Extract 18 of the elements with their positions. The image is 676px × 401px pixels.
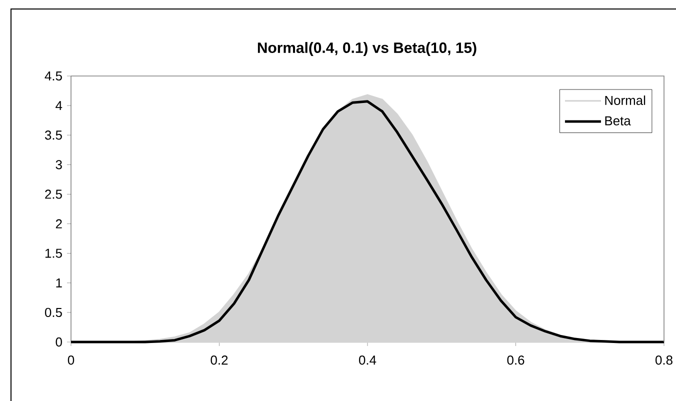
y-tick-label: 4.5 [44, 71, 62, 81]
y-tick-label: 1.5 [45, 248, 62, 258]
chart-title: Normal(0.4, 0.1) vs Beta(10, 15) [258, 42, 476, 56]
x-tick-label: 0.8 [656, 356, 672, 365]
y-tick-label: 1 [56, 278, 62, 288]
x-tick-label: 0.6 [507, 356, 524, 365]
y-tick-label: 0 [56, 337, 62, 347]
x-tick-label: 0 [68, 356, 74, 365]
x-tick-label: 0.2 [210, 356, 228, 365]
y-tick-label: 0.5 [44, 308, 62, 318]
legend-label: Normal [605, 95, 646, 105]
legend-label: Beta [605, 116, 631, 126]
y-tick-label: 3 [56, 160, 62, 170]
y-tick-label: 3.5 [44, 130, 62, 140]
x-tick-label: 0.4 [359, 356, 376, 365]
y-tick-label: 2.5 [45, 190, 62, 199]
y-tick-label: 4 [56, 101, 62, 110]
y-tick-label: 2 [56, 219, 62, 228]
